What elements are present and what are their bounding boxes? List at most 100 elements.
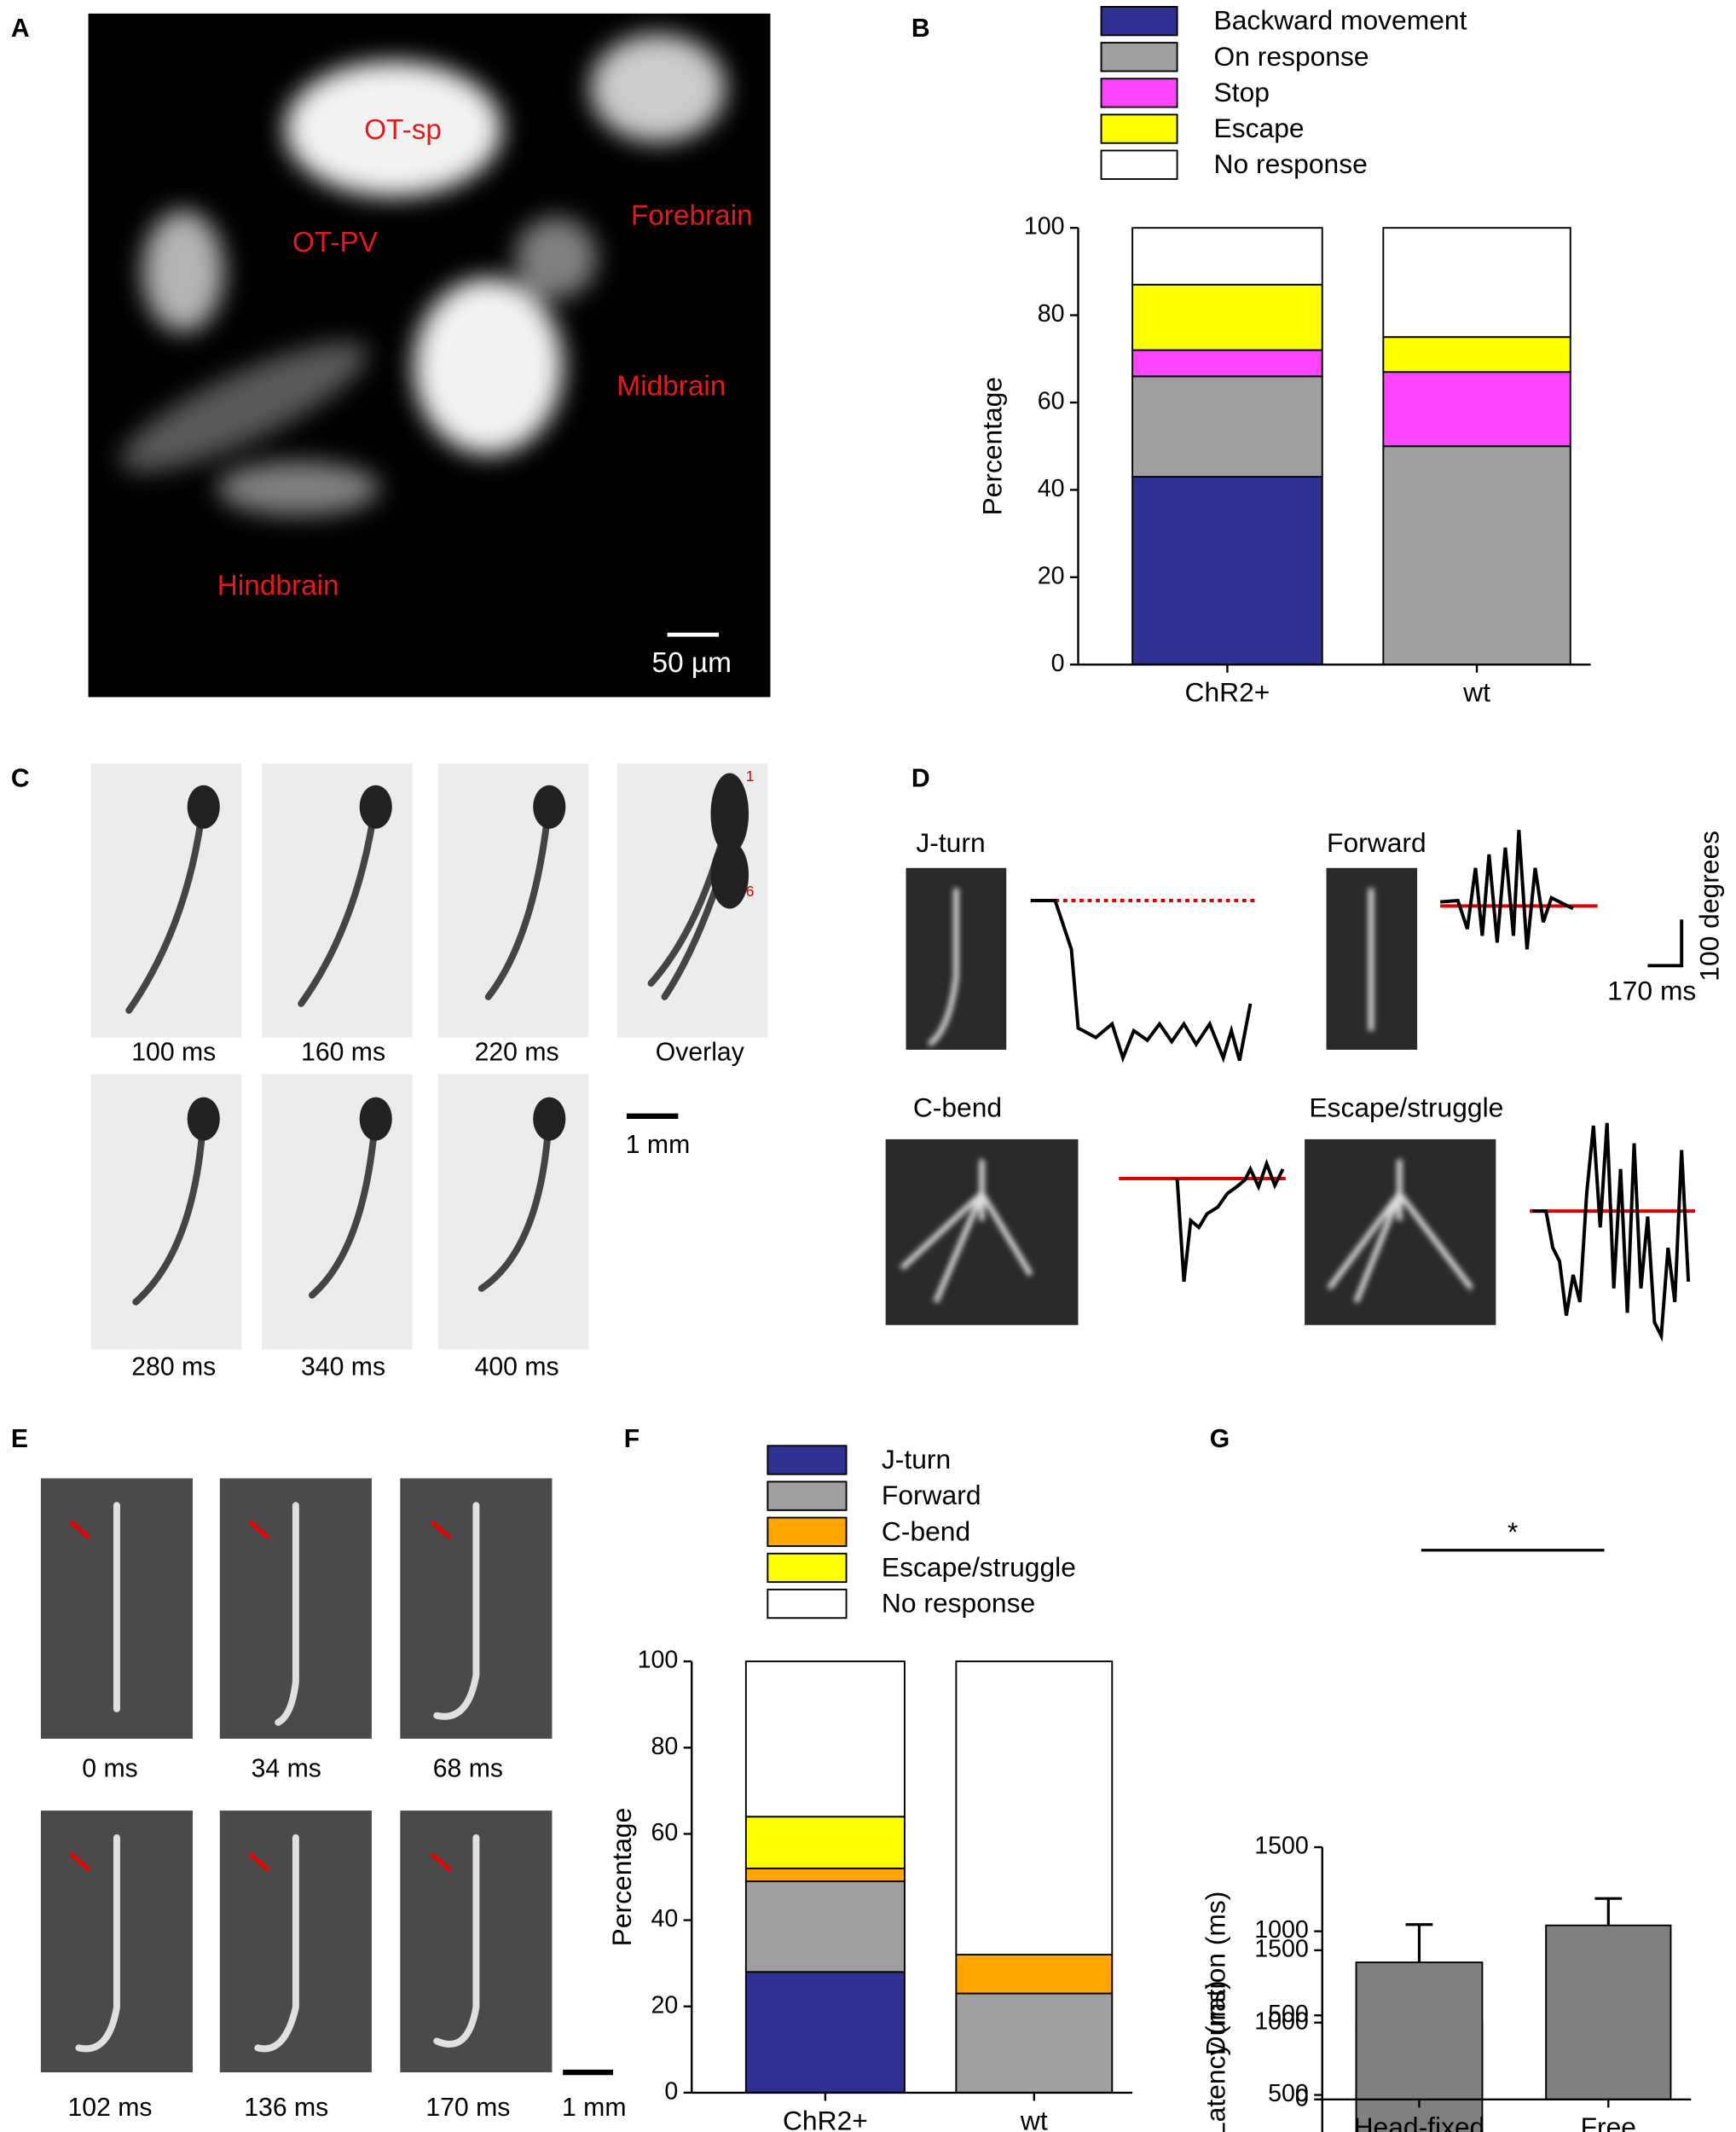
legend-label: Escape [1214,113,1305,143]
bar [1355,1961,1484,2100]
legend-label: Escape/struggle [882,1551,1076,1582]
bar-segment [744,1971,906,2094]
error-bar [1405,1923,1433,1963]
scale-bar-label: 50 µm [652,647,732,679]
region-label: Forebrain [631,200,753,231]
y-axis-label: Latency (ms) [1201,1980,1231,2132]
y-tick-label: 100 [1024,213,1065,240]
frame-caption: 220 ms [475,1039,559,1067]
bar [1545,1924,1672,2100]
panel-label: G [1210,1425,1230,1453]
frame-caption: 340 ms [301,1353,385,1382]
frame-caption: 170 ms [425,2094,510,2122]
y-tick-label: 60 [651,1819,679,1846]
region-label: Midbrain [616,371,726,403]
head-fixed-larvae [75,1502,480,2053]
frame-caption: Overlay [656,1039,745,1067]
error-bar [1594,1897,1623,1926]
bar-segment [1131,476,1323,666]
y-tick-label: 1500 [1254,1833,1309,1860]
legend-label: No response [1214,148,1368,179]
overlay-mark: 6 [746,883,755,900]
bar-segment [1382,336,1571,374]
x-tick-label: Head-fixed [1354,2112,1485,2132]
y-tick-label: 40 [1038,475,1065,502]
legend-label: Stop [1214,77,1270,107]
bar-segment [744,1660,906,1818]
y-axis-label: Percentage [976,377,1007,516]
legend-label: On response [1214,41,1369,72]
scale-bar-label: 1 mm [562,2094,627,2122]
y-axis-label: Percentage [606,1808,637,1947]
brain-image [88,13,771,698]
y-tick-label: 20 [651,1991,679,2019]
panel-label: B [911,14,930,43]
overlay-mark: 1 [746,768,755,785]
scale-bar-label: 1 mm [626,1131,691,1159]
y-tick-label: 100 [638,1647,679,1674]
x-tick-label: wt [1462,677,1490,708]
legend-label: C-bend [882,1515,970,1546]
y-tick-label: 20 [1038,562,1065,589]
bar-segment [955,1954,1114,1995]
legend-swatch [767,1516,848,1547]
bar-segment [744,1816,906,1869]
region-label: Hindbrain [217,570,339,601]
x-tick-label: ChR2+ [783,2105,868,2132]
bar-segment [744,1880,906,1973]
legend-swatch [767,1552,848,1584]
frame-caption: 100 ms [131,1039,216,1067]
y-tick-label: 0 [664,2077,678,2105]
head-fixed-frames [40,1478,553,2073]
frame-caption: 68 ms [433,1754,503,1782]
arrows [69,1520,452,1872]
region-label: OT-sp [364,114,442,146]
frame-caption: 34 ms [252,1754,321,1782]
legend-swatch [767,1480,848,1511]
panel-label: D [911,764,930,792]
y-tick-label: 0 [1051,650,1065,677]
bar-segment [1131,283,1323,351]
panel-label: E [11,1425,28,1453]
bar-segment [1382,227,1571,339]
frame-caption: 136 ms [244,2094,328,2122]
y-tick-label: 0 [1295,2084,1309,2112]
legend-swatch [1100,78,1178,108]
legend-swatch [1100,5,1178,37]
bar-segment [955,1992,1114,2094]
frame-caption: 280 ms [131,1353,216,1382]
frame-caption: 0 ms [82,1754,137,1782]
behavior-images [885,867,1496,1325]
legend-label: No response [882,1588,1035,1619]
legend-swatch [767,1588,848,1619]
y-tick-label: 80 [1038,300,1065,327]
larva-heads [187,773,749,1141]
bar-segment [1131,227,1323,286]
y-tick-label: 60 [1038,388,1065,415]
x-tick-label: wt [1020,2105,1048,2132]
frame-caption: 400 ms [475,1353,559,1382]
frame-caption: 160 ms [301,1039,385,1067]
x-tick-label: ChR2+ [1185,677,1270,708]
panel-label: A [11,14,30,43]
frame-caption: 102 ms [67,2094,152,2122]
panel-label: F [624,1425,639,1453]
bar-segment [1382,445,1571,666]
behavior-label: Escape/struggle [1309,1092,1503,1122]
legend-label: Backward movement [1214,5,1467,36]
bar-segment [1382,371,1571,448]
y-tick-label: 500 [1268,2001,1309,2028]
bar-segment [955,1660,1114,1956]
y-tick-label: 80 [651,1733,679,1760]
significance-star: * [1507,1516,1518,1547]
y-axis-label: Duration (ms) [1201,1892,1231,2056]
legend-swatch [1100,113,1178,144]
legend-swatch [1100,149,1178,180]
y-tick-label: 500 [1268,2080,1309,2107]
legend-label: Forward [882,1480,981,1510]
legend-swatch [767,1445,848,1475]
bar-segment [1131,375,1323,478]
behavior-label: J-turn [916,827,985,858]
